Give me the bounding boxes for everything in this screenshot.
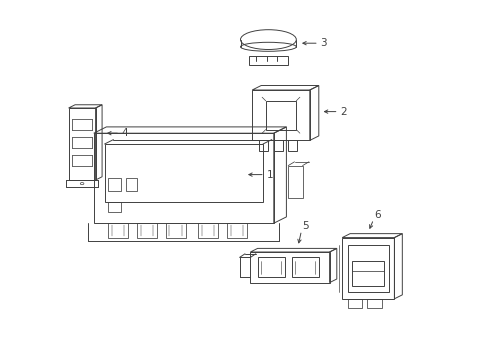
Text: 2: 2 xyxy=(341,107,347,117)
Text: 6: 6 xyxy=(374,210,381,220)
Text: 5: 5 xyxy=(302,221,309,231)
Text: 1: 1 xyxy=(267,170,273,180)
Text: 3: 3 xyxy=(320,38,327,48)
Text: 4: 4 xyxy=(122,128,128,138)
